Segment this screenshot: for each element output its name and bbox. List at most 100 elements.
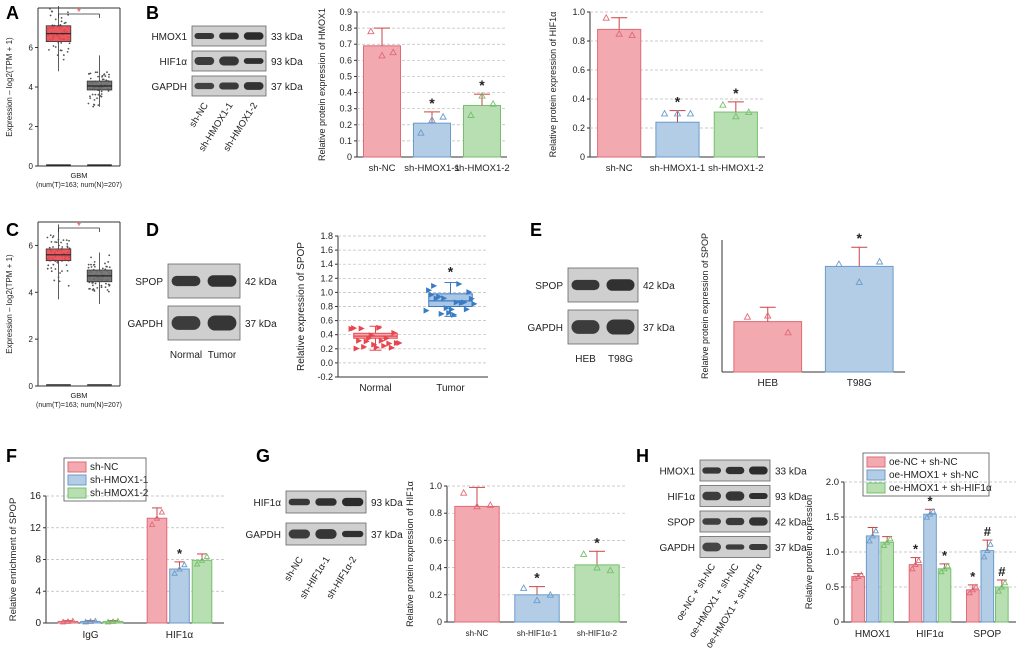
significance-mark: #	[984, 524, 992, 539]
data-point	[91, 93, 94, 96]
y-tick-label: 1.0	[429, 481, 442, 491]
data-point	[105, 265, 108, 268]
e-kda-label: 37 kDa	[643, 323, 675, 334]
e-kda-label: 42 kDa	[643, 281, 675, 292]
data-point	[732, 112, 740, 120]
data-point	[887, 535, 894, 542]
data-point	[915, 556, 922, 563]
data-point	[533, 596, 541, 604]
data-point	[55, 241, 58, 244]
h-row-label: SPOP	[667, 518, 695, 529]
bar-sh-NC	[454, 505, 500, 623]
h-band	[702, 518, 721, 525]
b-band	[194, 56, 215, 66]
y-tick-label: 16	[30, 491, 42, 502]
y-axis-title: Relative protein expression of SPOP	[700, 233, 710, 379]
data-point	[67, 284, 70, 287]
data-point	[966, 589, 973, 596]
data-point	[763, 311, 772, 319]
data-point	[980, 553, 988, 560]
x-tick-label: sh-HIF1α-1	[517, 629, 558, 638]
data-point	[107, 90, 110, 92]
b-band	[219, 82, 239, 90]
y-axis-title: Relative enrichment of SPOP	[8, 498, 19, 622]
significance-mark: *	[675, 94, 681, 110]
data-point	[466, 289, 473, 296]
data-point	[51, 10, 54, 13]
b-band	[219, 32, 239, 40]
data-point	[453, 299, 460, 306]
bar-sh-NC-HIF1α	[146, 517, 168, 624]
data-point	[353, 345, 360, 352]
y-tick-label: 0	[35, 618, 41, 629]
data-point	[972, 583, 980, 590]
data-point	[48, 246, 51, 249]
data-point	[65, 239, 68, 242]
legend-frame	[862, 452, 990, 497]
h-row-label: GAPDH	[659, 543, 695, 554]
y-axis-title: Relative protein expression	[804, 495, 815, 610]
y-tick-label: 0.1	[339, 136, 352, 146]
data-point	[376, 324, 383, 331]
bar-sh-HMOX1-1	[413, 122, 451, 158]
data-point	[368, 332, 375, 339]
data-point	[461, 299, 468, 306]
bar-oe-HMOX1 + sh-HIF1α-SPOP	[995, 586, 1009, 623]
h-kda-label: 93 kDa	[775, 492, 807, 503]
b-kda-label: 37 kDa	[271, 82, 303, 93]
data-point	[54, 46, 57, 48]
data-point	[181, 561, 188, 568]
bar-T98G	[824, 265, 894, 373]
data-point	[49, 14, 52, 17]
y-tick-label: 0.4	[429, 563, 442, 573]
b-band	[194, 32, 215, 40]
bar-oe-HMOX1 + sh-NC-HMOX1	[865, 535, 880, 623]
data-point	[381, 342, 388, 349]
bar-HEB	[733, 321, 803, 373]
data-point	[883, 538, 891, 545]
data-point	[858, 571, 865, 578]
y-tick-label: 1.6	[320, 245, 333, 255]
significance-mark: *	[913, 542, 919, 557]
y-tick-label: 1.2	[320, 273, 333, 283]
y-tick-label: 0.6	[429, 535, 442, 545]
data-point	[87, 102, 90, 105]
y-tick-label: 1.0	[826, 547, 839, 558]
y-tick-label: 0	[29, 162, 34, 171]
data-point	[50, 270, 53, 273]
data-point	[909, 565, 916, 572]
y-axis-title: Relative protein expression of HIF1α	[548, 12, 558, 158]
h-band	[702, 467, 721, 474]
data-point	[65, 264, 68, 267]
bar-oe-HMOX1 + sh-NC-HIF1α	[923, 513, 937, 623]
data-point	[96, 71, 99, 74]
data-point	[446, 309, 453, 316]
data-point	[104, 262, 106, 265]
bar-sh-HIF1α-2	[574, 564, 620, 623]
data-point	[114, 617, 122, 624]
panel-label-g: G	[256, 446, 270, 466]
data-point	[396, 340, 403, 347]
data-point	[101, 267, 104, 270]
data-point	[471, 300, 478, 307]
y-tick-label: 0.7	[339, 39, 352, 49]
legend-label: oe-NC + sh-NC	[889, 457, 958, 468]
y-axis-title: Relative protein expression of HIF1α	[405, 481, 415, 627]
data-point	[673, 109, 682, 117]
bar-oe-NC + sh-NC-HMOX1	[851, 576, 865, 623]
data-point	[59, 272, 61, 274]
legend-label: oe-HMOX1 + sh-NC	[889, 470, 979, 481]
data-point	[62, 54, 65, 56]
x-tick-label: sh-HMOX1-1	[650, 163, 705, 174]
legend-frame	[63, 457, 147, 502]
d-row-label: SPOP	[135, 277, 163, 288]
d-band	[171, 275, 201, 287]
data-point	[100, 286, 103, 289]
g-band	[342, 497, 364, 507]
data-point	[92, 617, 99, 624]
data-point	[108, 76, 110, 78]
bar-sh-HIF1α-1	[514, 594, 560, 623]
h-kda-label: 37 kDa	[775, 543, 807, 554]
data-point	[356, 337, 363, 344]
data-point	[519, 584, 528, 591]
